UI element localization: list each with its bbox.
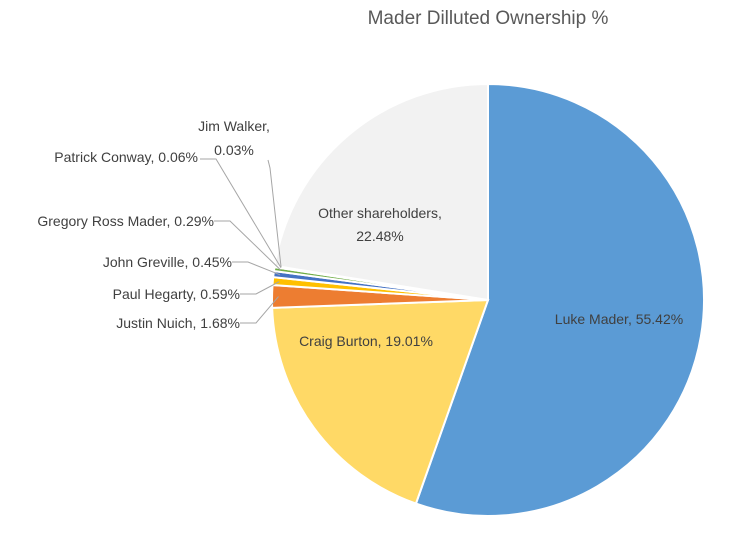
leader-line-gregory-ross-mader xyxy=(214,220,281,271)
data-label-craig-burton: Craig Burton, 19.01% xyxy=(299,333,433,349)
leader-lines xyxy=(200,158,282,324)
data-label-gregory-ross-mader: Gregory Ross Mader, 0.29% xyxy=(37,213,214,229)
data-label-luke-mader: Luke Mader, 55.42% xyxy=(555,311,683,327)
leader-line-jim-walker xyxy=(267,159,282,268)
data-label-john-greville: John Greville, 0.45% xyxy=(103,254,232,270)
pie-slices xyxy=(271,82,705,517)
data-label-other-shareholders: Other shareholders, 22.48% xyxy=(318,205,442,244)
pie-slice-craig-burton xyxy=(271,298,490,505)
leader-line-paul-hegarty xyxy=(240,281,280,295)
leader-line-patrick-conway xyxy=(200,158,282,268)
data-label-patrick-conway: Patrick Conway, 0.06% xyxy=(54,149,198,165)
pie-slice-other-shareholders xyxy=(273,82,489,302)
data-label-justin-nuich: Justin Nuich, 1.68% xyxy=(116,315,240,331)
slice-labels: Luke Mader, 55.42% Craig Burton, 19.01% Ju… xyxy=(37,118,683,349)
data-label-jim-walker: Jim Walker, 0.03% xyxy=(198,118,270,158)
pie-slice-luke-mader xyxy=(414,82,705,517)
leader-line-justin-nuich xyxy=(240,296,279,324)
chart-title: Mader Dilluted Ownership % xyxy=(368,8,609,29)
data-label-paul-hegarty: Paul Hegarty, 0.59% xyxy=(113,286,240,302)
leader-line-john-greville xyxy=(232,261,281,276)
